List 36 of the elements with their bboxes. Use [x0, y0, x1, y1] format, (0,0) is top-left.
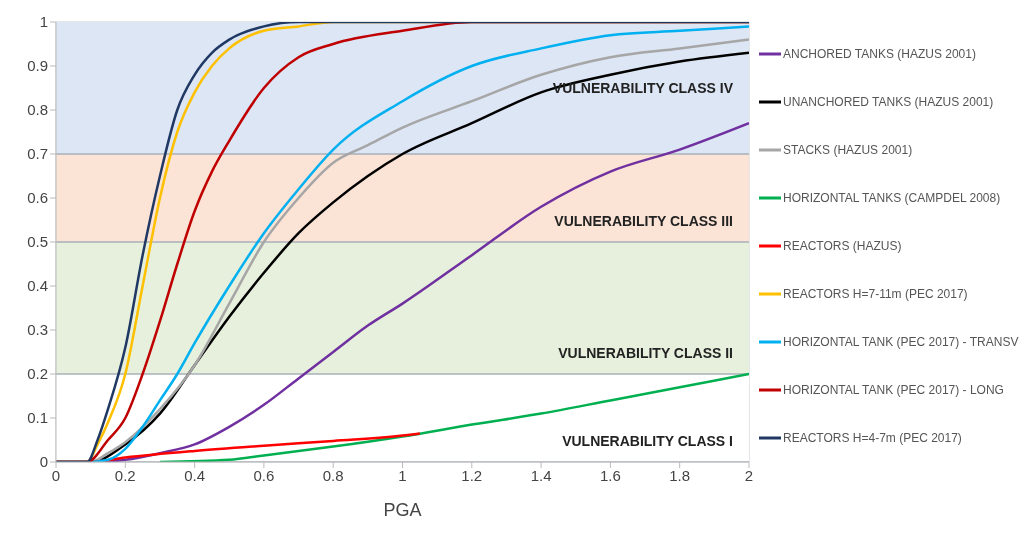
y-tick-label: 0.2: [27, 365, 48, 383]
x-tick-label: 1: [398, 466, 407, 484]
legend-label: HORIZONTAL TANK (PEC 2017) - TRANSV: [783, 335, 1019, 349]
y-tick-label: 0.9: [27, 57, 48, 75]
y-tick-label: 0.6: [27, 189, 48, 207]
y-tick-label: 0.1: [27, 409, 48, 427]
band-label: VULNERABILITY CLASS II: [558, 345, 733, 361]
legend-label: UNANCHORED TANKS (HAZUS 2001): [783, 95, 994, 109]
x-tick-label: 1.8: [669, 466, 691, 484]
legend-label: REACTORS H=4-7m (PEC 2017): [783, 431, 962, 445]
x-tick-label: 0.2: [114, 466, 136, 484]
x-axis-title: PGA: [383, 500, 422, 520]
y-tick-label: 0.5: [27, 233, 48, 251]
x-tick-label: 0: [51, 466, 61, 484]
x-tick-label: 0.8: [322, 466, 344, 484]
y-tick-label: 0: [39, 453, 48, 471]
legend-label: HORIZONTAL TANK (PEC 2017) - LONG: [783, 383, 1004, 397]
x-tick-label: 1.6: [599, 466, 621, 484]
band-label: VULNERABILITY CLASS III: [554, 213, 733, 229]
y-tick-label: 0.7: [27, 145, 48, 163]
x-tick-label: 2: [744, 466, 754, 484]
x-tick-label: 1.4: [530, 466, 552, 484]
y-tick-label: 1: [39, 13, 48, 31]
x-tick-label: 0.4: [184, 466, 206, 484]
band-label: VULNERABILITY CLASS I: [562, 433, 733, 449]
y-tick-label: 0.4: [27, 277, 48, 295]
legend-label: REACTORS (HAZUS): [783, 239, 902, 253]
y-tick-label: 0.8: [27, 101, 48, 119]
x-tick-label: 0.6: [253, 466, 275, 484]
legend-label: HORIZONTAL TANKS (CAMPDEL 2008): [783, 191, 1001, 205]
legend-label: STACKS (HAZUS 2001): [783, 143, 913, 157]
legend-label: ANCHORED TANKS (HAZUS 2001): [783, 47, 976, 61]
y-tick-label: 0.3: [27, 321, 48, 339]
legend-label: REACTORS H=7-11m (PEC 2017): [783, 287, 968, 301]
band-label: VULNERABILITY CLASS IV: [552, 79, 734, 96]
x-tick-label: 1.2: [461, 466, 483, 484]
